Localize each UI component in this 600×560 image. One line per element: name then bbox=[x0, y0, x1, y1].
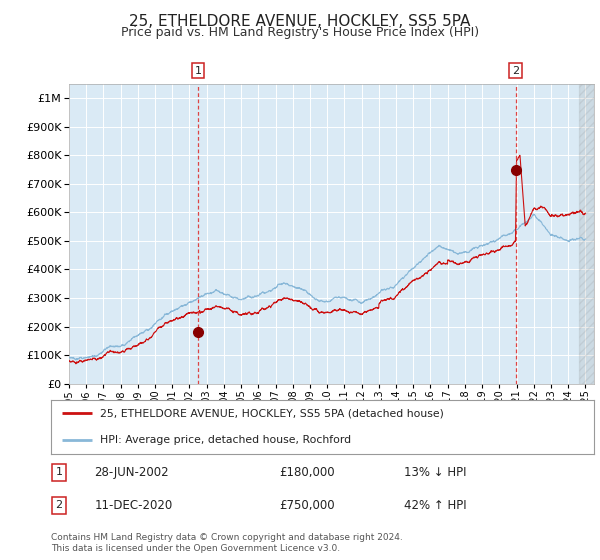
Text: 2: 2 bbox=[56, 500, 63, 510]
Text: 42% ↑ HPI: 42% ↑ HPI bbox=[404, 498, 467, 512]
Text: 25, ETHELDORE AVENUE, HOCKLEY, SS5 5PA (detached house): 25, ETHELDORE AVENUE, HOCKLEY, SS5 5PA (… bbox=[100, 408, 444, 418]
Text: £750,000: £750,000 bbox=[279, 498, 335, 512]
Text: 11-DEC-2020: 11-DEC-2020 bbox=[94, 498, 173, 512]
Text: 1: 1 bbox=[56, 468, 62, 478]
Text: 25, ETHELDORE AVENUE, HOCKLEY, SS5 5PA: 25, ETHELDORE AVENUE, HOCKLEY, SS5 5PA bbox=[130, 14, 470, 29]
Text: Contains HM Land Registry data © Crown copyright and database right 2024.
This d: Contains HM Land Registry data © Crown c… bbox=[51, 533, 403, 553]
Text: 28-JUN-2002: 28-JUN-2002 bbox=[94, 466, 169, 479]
Text: 13% ↓ HPI: 13% ↓ HPI bbox=[404, 466, 466, 479]
Text: 1: 1 bbox=[194, 66, 202, 76]
Text: 2: 2 bbox=[512, 66, 519, 76]
Text: HPI: Average price, detached house, Rochford: HPI: Average price, detached house, Roch… bbox=[100, 435, 351, 445]
Text: £180,000: £180,000 bbox=[279, 466, 335, 479]
Text: Price paid vs. HM Land Registry's House Price Index (HPI): Price paid vs. HM Land Registry's House … bbox=[121, 26, 479, 39]
